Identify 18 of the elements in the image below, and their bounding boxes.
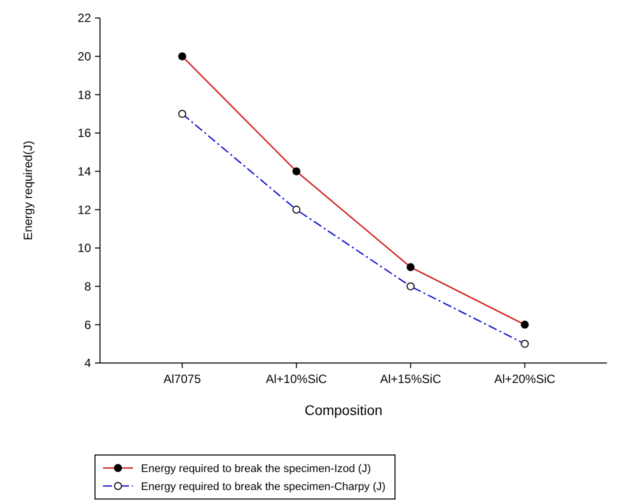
y-tick-label: 4 [84,356,92,370]
y-tick-label: 20 [78,50,92,64]
y-tick-label: 22 [78,11,92,26]
x-tick-label: Al+10%SiC [266,372,328,386]
legend-label: Energy required to break the specimen-Izod (J) [141,462,371,475]
y-tick-label: 12 [78,202,92,217]
y-axis-title: Energy required(J) [21,140,35,240]
x-axis-title: Composition [304,402,382,418]
y-tick-label: 18 [78,88,92,102]
legend-label: Energy required to break the specimen-Charpy (J) [141,480,386,493]
x-tick-label: Al7075 [164,372,202,386]
y-tick-label: 8 [84,280,92,294]
y-tick-label: 10 [78,241,92,256]
y-tick-label: 16 [78,126,92,140]
x-tick-label: Al+15%SiC [380,372,442,386]
y-tick-label: 6 [84,318,92,332]
y-tick-label: 14 [78,164,92,179]
x-tick-label: Al+20%SiC [494,372,556,386]
